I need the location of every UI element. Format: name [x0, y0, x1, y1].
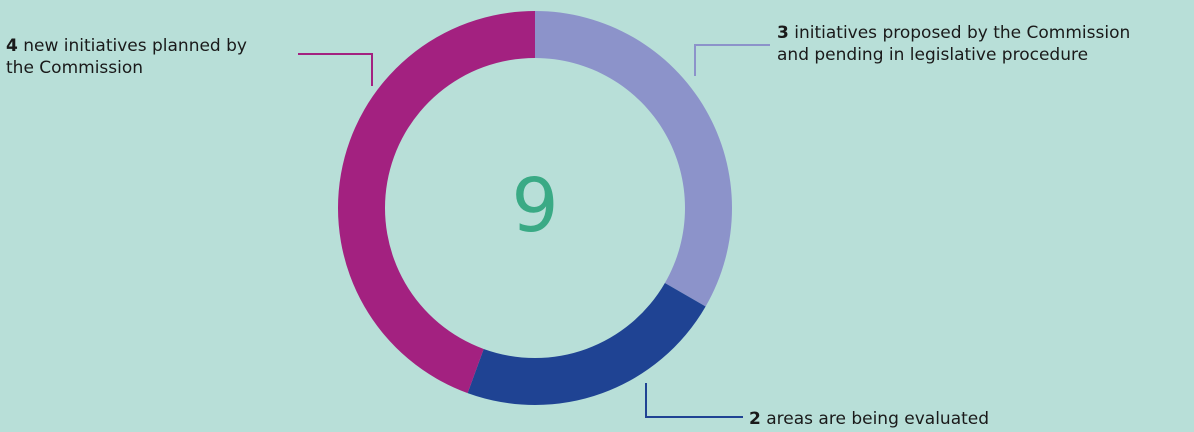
callout-line-2: and pending in legislative procedure: [777, 45, 1089, 65]
callout-count: 4: [6, 36, 18, 56]
callout-text: areas are being evaluated: [766, 409, 990, 429]
donut-slice-evaluated: [467, 283, 706, 405]
donut-slice-proposed: [535, 11, 732, 307]
callout-line-1: 4 new initiatives planned by: [6, 35, 247, 57]
leaders-layer: [298, 44, 770, 418]
callout-count: 2: [749, 409, 761, 429]
leader-line-new: [298, 53, 373, 86]
leader-line-proposed: [694, 44, 770, 76]
slices-layer: [337, 11, 732, 405]
callout-line-2: the Commission: [6, 58, 144, 78]
callout-evaluated-areas: 2 areas are being evaluated: [749, 408, 989, 430]
callout-proposed-initiatives: 3 initiatives proposed by the Commission…: [777, 22, 1130, 66]
center-total-label: 9: [511, 163, 558, 249]
callout-line-1: 3 initiatives proposed by the Commission: [777, 22, 1130, 44]
callout-text: initiatives proposed by the Commission: [794, 23, 1131, 43]
callout-count: 3: [777, 23, 789, 43]
callout-text: new initiatives planned by: [23, 36, 247, 56]
callout-new-initiatives: 4 new initiatives planned by the Commiss…: [6, 35, 247, 79]
donut-slice-new: [337, 11, 535, 394]
leader-line-evaluated: [645, 383, 743, 418]
callout-line-1: 2 areas are being evaluated: [749, 408, 989, 430]
